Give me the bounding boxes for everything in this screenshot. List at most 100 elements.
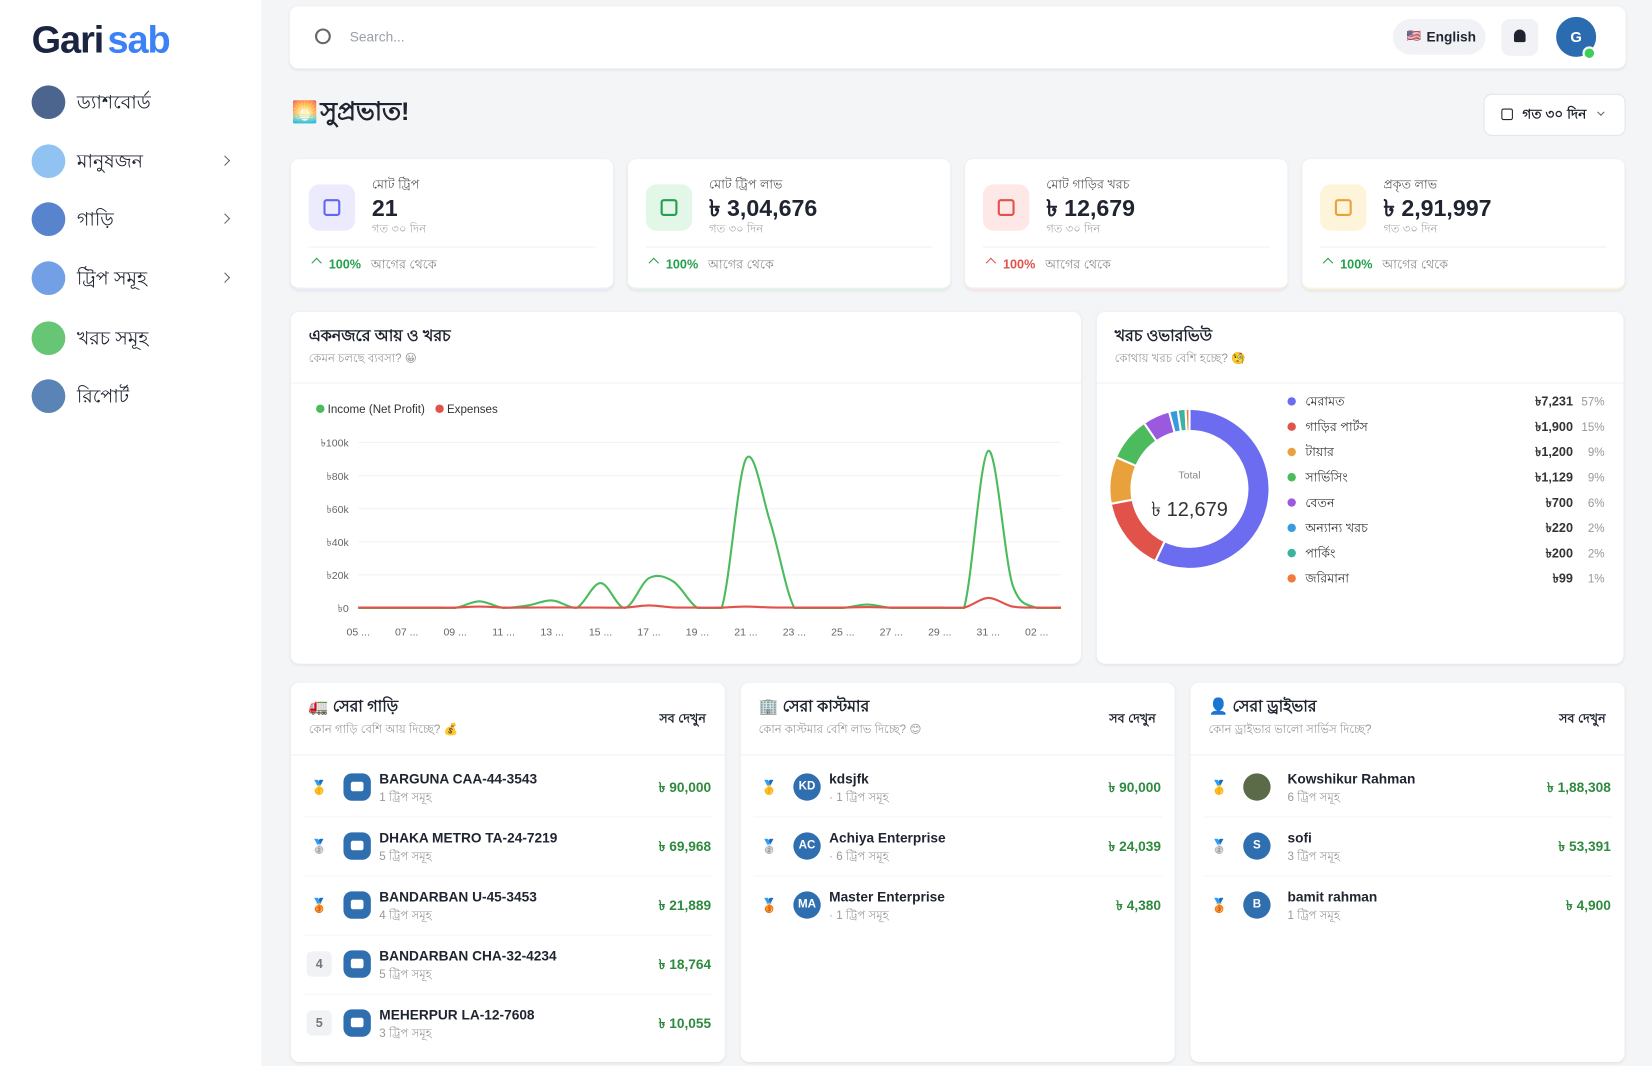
item-trips: · 1 ট্রিপ সমূহ [829, 791, 889, 805]
stat-change-text: আগের থেকে [1382, 257, 1449, 272]
legend-value: ৳1,200 [1535, 445, 1573, 459]
menu-icon[interactable] [31, 85, 66, 120]
item-amount: ৳ 53,391 [1558, 838, 1611, 854]
rank: 🥈 [310, 838, 328, 854]
bell [1513, 29, 1526, 43]
rank-box [306, 951, 332, 977]
logo: Gari [31, 17, 105, 62]
legend-dot [1287, 548, 1296, 558]
divider [645, 246, 933, 248]
menu-item[interactable]: ট্রিপ সমূহ [76, 267, 147, 289]
item-name: BANDARBAN U-45-3453 [379, 888, 537, 905]
divider [1096, 382, 1624, 384]
menu-item[interactable]: রিপোর্ট [76, 385, 130, 407]
rank: 🥇 [1210, 779, 1228, 795]
item-trips: 3 ট্রিপ সমূহ [379, 1027, 432, 1041]
y-tick-label: ৳80k [327, 471, 350, 483]
legend-dot [1287, 498, 1296, 507]
menu-icon[interactable] [31, 321, 66, 356]
greeting: সুপ্রভাত! [320, 97, 410, 127]
item-trips: 4 ট্রিপ সমূহ [379, 909, 432, 923]
chart-subtitle: কেমন চলছে ব্যবসা? 😀 [308, 352, 417, 366]
legend-value: ৳200 [1546, 546, 1573, 560]
x-tick-label: 02 ... [1025, 626, 1048, 638]
legend-percent: 9% [1588, 472, 1605, 484]
avatar-initials: B [1252, 898, 1262, 911]
legend-dot [1287, 473, 1296, 482]
legend-label: জরিমানা [1304, 571, 1349, 586]
divider [303, 993, 713, 995]
item-trips: 1 ট্রিপ সমূহ [1287, 909, 1340, 923]
truck-icon [350, 781, 364, 792]
donut-center-label: Total [1178, 469, 1200, 481]
x-tick-label: 25 ... [831, 626, 854, 638]
view-all[interactable]: সব দেখুন [1559, 711, 1606, 726]
menu-icon[interactable] [31, 261, 66, 295]
divider [1203, 816, 1612, 818]
stat-arrow: 100% [1002, 257, 1036, 272]
legend-label: সার্ভিসিং [1304, 469, 1348, 484]
period-button[interactable] [1483, 93, 1626, 136]
menu-item[interactable]: মানুষজন [76, 150, 144, 172]
menu-item[interactable]: খরচ সমূহ [76, 327, 149, 349]
item-amount: ৳ 4,900 [1566, 897, 1611, 913]
x-tick-label: 21 ... [734, 626, 757, 638]
item-amount: ৳ 24,039 [1108, 838, 1162, 854]
legend-value: ৳220 [1546, 521, 1573, 535]
stat-label: মোট ট্রিপ [371, 176, 420, 192]
rank: 🥈 [1210, 838, 1228, 854]
divider [303, 816, 713, 818]
stat-change-text: আগের থেকে [707, 257, 774, 272]
chart-title: খরচ ওভারভিউ [1114, 327, 1212, 346]
avatar [1243, 832, 1271, 860]
legend-percent: 2% [1588, 548, 1605, 560]
item-name: sofi [1287, 829, 1312, 846]
truck-icon [350, 840, 364, 851]
x-tick-label: 19 ... [686, 626, 709, 638]
avatar-initials: MA [798, 898, 817, 911]
stat-change-text: আগের থেকে [1045, 257, 1111, 272]
legend-percent: 15% [1581, 422, 1604, 434]
legend-label: Expenses [447, 404, 498, 416]
avatar-initials: AC [798, 839, 816, 852]
divider [303, 875, 713, 877]
legend-percent: 1% [1588, 574, 1605, 586]
rank: 🥉 [760, 897, 778, 913]
x-tick-label: 17 ... [637, 626, 660, 638]
donut-slice [1184, 407, 1191, 433]
stat-sub: গত ৩০ দিন [1046, 222, 1101, 236]
y-tick-label: ৳20k [327, 570, 350, 582]
list-title: 🚛 সেরা গাড়ি [308, 697, 399, 716]
view-all[interactable]: সব দেখুন [1109, 711, 1156, 726]
menu-icon[interactable] [31, 202, 66, 236]
series-line [358, 596, 1061, 609]
search-input[interactable]: Search... [349, 28, 405, 45]
greeting-emoji: 🌅 [291, 101, 319, 125]
y-tick-label: ৳60k [327, 504, 350, 516]
x-tick-label: 15 ... [589, 626, 612, 638]
avatar [793, 773, 821, 801]
x-tick-label: 05 ... [347, 626, 370, 638]
view-all[interactable]: সব দেখুন [659, 711, 706, 726]
divider [1190, 754, 1625, 756]
menu-item[interactable]: ড্যাশবোর্ড [76, 91, 151, 113]
menu-item[interactable]: গাড়ি [76, 208, 114, 230]
legend-label: বেতন [1305, 496, 1335, 510]
item-name: Master Enterprise [829, 888, 945, 905]
donut-center-value: ৳ 12,679 [1151, 499, 1228, 521]
logo: sab [107, 17, 170, 62]
stat-icon [1320, 184, 1367, 231]
x-tick-label: 23 ... [783, 626, 806, 638]
list-subtitle: কোন গাড়ি বেশি আয় দিচ্ছে? 💰 [308, 723, 459, 736]
stat-icon-glyph [1334, 199, 1352, 216]
menu-icon[interactable] [31, 379, 66, 413]
search-icon[interactable] [315, 28, 331, 45]
legend-value: ৳1,129 [1535, 470, 1573, 484]
x-tick-label: 11 ... [492, 626, 515, 638]
item-trips: 6 ট্রিপ সমূহ [1287, 791, 1340, 805]
stat-icon [645, 184, 693, 231]
item-name: bamit rahman [1287, 888, 1378, 905]
x-tick-label: 31 ... [977, 626, 1000, 638]
menu-icon[interactable] [31, 144, 66, 179]
language-button[interactable] [1392, 18, 1486, 55]
